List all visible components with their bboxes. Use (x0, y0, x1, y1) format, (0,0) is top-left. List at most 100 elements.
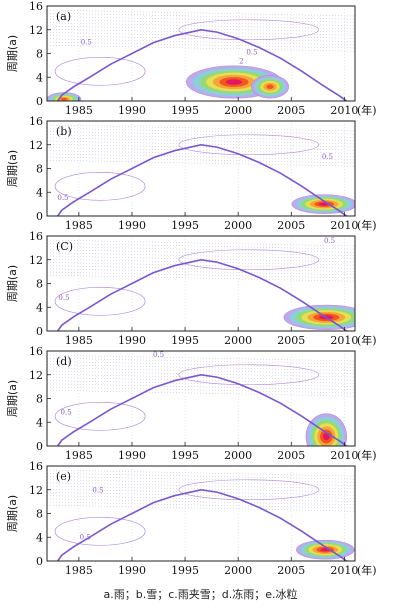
y-tick-label: 12 (29, 24, 43, 37)
plot-area: 0.50.52 (47, 6, 355, 101)
bg-hatch (47, 501, 355, 509)
x-tick-label: 1995 (171, 334, 199, 347)
bg-hatch (47, 44, 355, 52)
contour-label: 0.5 (58, 294, 69, 302)
panel-label: (a) (56, 10, 71, 23)
contour-label: 0.5 (57, 194, 68, 202)
y-tick-label: 0 (36, 555, 43, 568)
x-tick-label: 1990 (118, 334, 146, 347)
x-tick-label: 2010 (330, 334, 358, 347)
bg-hatch (47, 140, 355, 148)
contour-label: 2 (239, 58, 243, 66)
bg-hatch (47, 147, 355, 154)
y-tick-label: 12 (29, 254, 43, 267)
power-region (225, 79, 242, 85)
y-tick-label: 12 (29, 139, 43, 152)
contour-line (54, 171, 146, 201)
contour-label: 0.5 (81, 39, 92, 47)
bg-hatch (47, 271, 355, 279)
y-tick-label: 12 (29, 369, 43, 382)
y-tick-label: 0 (36, 325, 43, 338)
bg-hatch (47, 485, 355, 493)
contour-line (178, 19, 320, 41)
x-tick-label: 1990 (118, 564, 146, 577)
y-tick-label: 4 (36, 71, 43, 84)
x-tick-label: 2000 (224, 104, 252, 117)
bg-hatch (47, 9, 355, 17)
x-tick-label: 1985 (65, 564, 93, 577)
panel-label: (C) (56, 240, 73, 253)
x-tick-label: 2000 (224, 564, 252, 577)
bg-hatch (47, 492, 355, 499)
x-tick-label: 2005 (277, 334, 305, 347)
x-tick-label: 1990 (118, 449, 146, 462)
bg-hatch (47, 383, 355, 391)
x-tick-label: 2000 (224, 334, 252, 347)
y-tick-label: 4 (36, 531, 43, 544)
figure-caption: a.雨；b.雪；c.雨夹雪；d.冻雨；e.冰粒 (103, 588, 298, 601)
contour-line (54, 56, 146, 86)
panel-label: (b) (56, 125, 72, 138)
x-tick-label: 1995 (171, 219, 199, 232)
bg-hatch (47, 28, 355, 36)
contour-label: 0.5 (80, 534, 91, 542)
bg-hatch (47, 249, 355, 256)
x-tick-label: 2010 (330, 219, 358, 232)
bg-hatch (47, 361, 355, 368)
contour-line (54, 401, 146, 431)
bg-hatch (47, 265, 355, 272)
bg-hatch (47, 377, 355, 384)
bg-hatch (47, 150, 355, 157)
cone-of-influence (56, 258, 347, 331)
panel-label: (e) (56, 470, 71, 483)
bg-hatch (47, 242, 355, 250)
bg-hatch (47, 504, 355, 512)
y-tick-label: 8 (36, 278, 43, 291)
x-tick-label: 2010 (330, 104, 358, 117)
y-tick-label: 0 (36, 95, 43, 108)
bg-hatch (47, 364, 355, 371)
bg-hatch (47, 469, 355, 477)
bg-hatch (47, 268, 355, 276)
x-tick-label: 2005 (277, 219, 305, 232)
y-tick-label: 8 (36, 163, 43, 176)
y-tick-label: 16 (29, 345, 43, 358)
y-tick-label: 16 (29, 230, 43, 243)
panel-e: 0.5 0.5 0 4 8 12 16 1985 1990 1995 2000 2005 2010(年)… (6, 460, 377, 577)
cone-of-influence (56, 488, 347, 561)
bg-hatch (47, 380, 355, 387)
x-tick-label: 1995 (171, 564, 199, 577)
bg-hatch (47, 357, 355, 365)
contour-label: 0.5 (61, 409, 72, 417)
bg-hatch (47, 255, 355, 263)
panel-label: (d) (56, 355, 72, 368)
bg-hatch (47, 495, 355, 502)
y-tick-label: 0 (36, 210, 43, 223)
bg-hatch (47, 479, 355, 486)
x-unit-label: (年) (357, 103, 377, 117)
bg-hatch (47, 134, 355, 141)
contour-label: 0.5 (324, 237, 335, 245)
bg-hatch (47, 274, 355, 282)
panel-d: 0.5 0.5 0 4 8 12 16 1985 1990 1995 2000 2005 2010(年)… (6, 345, 377, 462)
plot-area: 0.5 0.5 (47, 236, 355, 331)
x-tick-label: 1985 (65, 334, 93, 347)
contour-line (178, 479, 320, 501)
contour-line (54, 516, 146, 546)
x-tick-label: 1995 (171, 449, 199, 462)
contour-label: 0.5 (153, 351, 164, 359)
x-unit-label: (年) (357, 448, 377, 462)
y-tick-label: 8 (36, 393, 43, 406)
x-tick-label: 2000 (224, 449, 252, 462)
x-tick-label: 1985 (65, 104, 93, 117)
contour-label: 0.5 (246, 49, 257, 57)
y-tick-label: 4 (36, 186, 43, 199)
bg-hatch (47, 32, 355, 39)
bg-hatch (47, 262, 355, 269)
y-tick-label: 12 (29, 484, 43, 497)
bg-hatch (47, 373, 355, 381)
cone-of-influence (56, 143, 347, 216)
cone-of-influence (56, 373, 347, 446)
